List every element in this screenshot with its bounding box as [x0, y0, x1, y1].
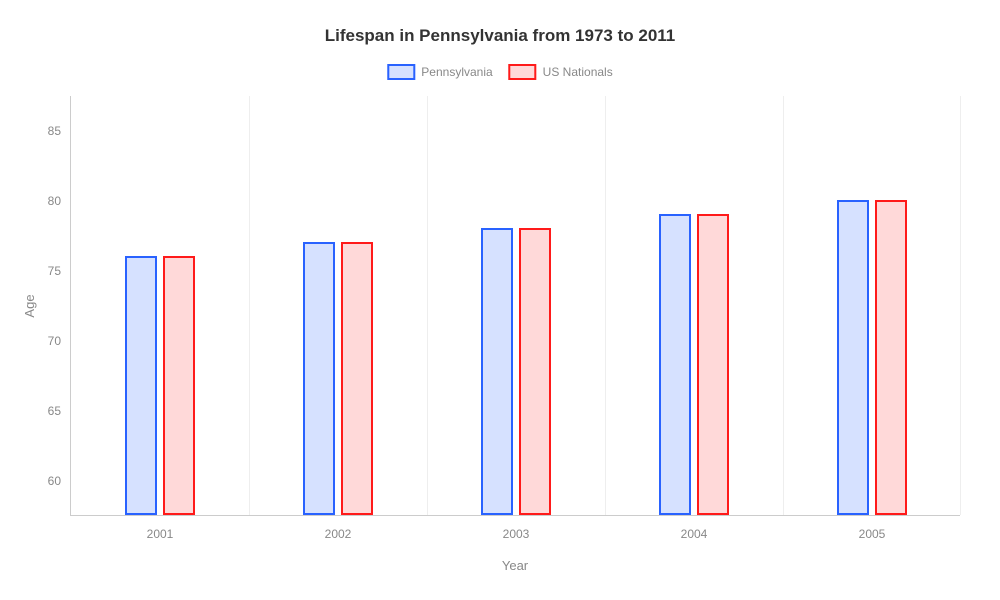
lifespan-chart: Lifespan in Pennsylvania from 1973 to 20…	[0, 0, 1000, 600]
bar	[481, 228, 513, 515]
bar	[875, 200, 907, 515]
bar	[163, 256, 195, 515]
y-tick-label: 80	[48, 194, 71, 208]
gridline	[605, 96, 606, 515]
y-tick-label: 85	[48, 124, 71, 138]
legend-swatch	[509, 64, 537, 80]
x-tick-label: 2003	[503, 515, 530, 541]
gridline	[249, 96, 250, 515]
gridline	[960, 96, 961, 515]
legend-item: Pennsylvania	[387, 64, 492, 80]
x-tick-label: 2005	[859, 515, 886, 541]
bar	[341, 242, 373, 515]
x-tick-label: 2004	[681, 515, 708, 541]
legend-label: Pennsylvania	[421, 65, 492, 79]
y-axis-label: Age	[22, 294, 37, 317]
y-tick-label: 75	[48, 264, 71, 278]
bar	[519, 228, 551, 515]
legend-swatch	[387, 64, 415, 80]
y-tick-label: 65	[48, 404, 71, 418]
gridline	[783, 96, 784, 515]
gridline	[427, 96, 428, 515]
chart-legend: Pennsylvania US Nationals	[387, 64, 612, 80]
bar	[303, 242, 335, 515]
x-tick-label: 2001	[147, 515, 174, 541]
bar	[659, 214, 691, 515]
x-tick-label: 2002	[325, 515, 352, 541]
legend-item: US Nationals	[509, 64, 613, 80]
chart-title: Lifespan in Pennsylvania from 1973 to 20…	[0, 26, 1000, 46]
bar	[125, 256, 157, 515]
legend-label: US Nationals	[543, 65, 613, 79]
bar	[697, 214, 729, 515]
y-tick-label: 70	[48, 334, 71, 348]
x-axis-label: Year	[502, 558, 528, 573]
bar	[837, 200, 869, 515]
y-tick-label: 60	[48, 474, 71, 488]
plot-area: 60657075808520012002200320042005	[70, 96, 960, 516]
